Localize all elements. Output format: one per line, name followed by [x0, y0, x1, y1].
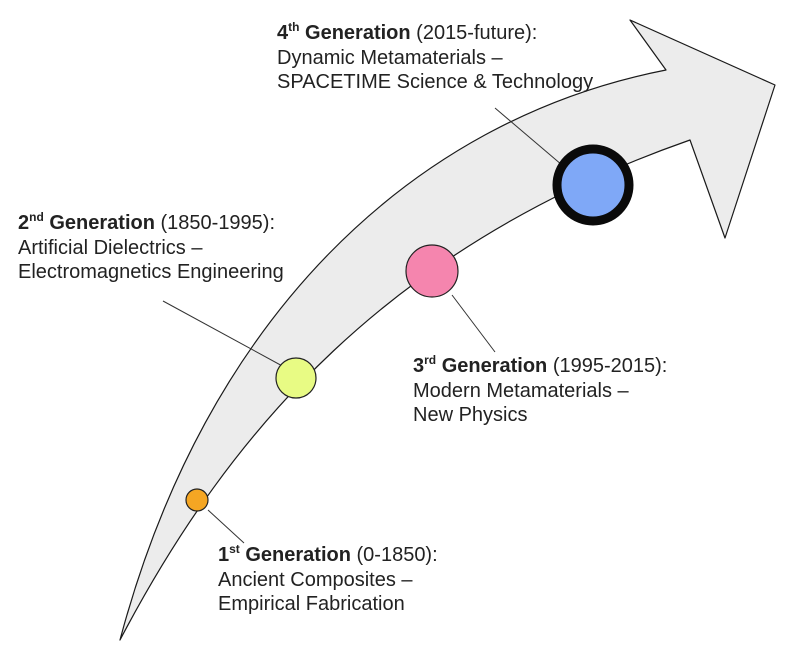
gen3-label: 3rd Generation (1995-2015): Modern Metam… — [413, 353, 668, 426]
gen1-subtitle: Empirical Fabrication — [218, 593, 405, 615]
gen2-title: Artificial Dielectrics – — [18, 236, 203, 259]
gen4-subtitle: SPACETIME Science & Technology — [277, 71, 594, 93]
leader-line-gen4 — [494, 107, 563, 166]
timeline-arrow — [119, 19, 776, 641]
gen2-label: 2nd Generation (1850-1995): Artificial D… — [18, 210, 284, 283]
gen4-marker — [552, 144, 634, 226]
gen3-subtitle: New Physics — [413, 404, 528, 426]
gen1-label: 1st Generation (0-1850): Ancient Composi… — [218, 542, 438, 615]
gen3-title: Modern Metamaterials – — [413, 379, 629, 402]
gen2-subtitle: Electromagnetics Engineering — [18, 261, 284, 283]
gen3-marker — [405, 244, 459, 298]
gen4-label: 4th Generation (2015-future): Dynamic Me… — [277, 20, 594, 93]
gen1-title: Ancient Composites – — [218, 568, 413, 591]
gen4-title: Dynamic Metamaterials – — [277, 46, 503, 69]
leader-line-gen2 — [162, 300, 287, 369]
gen2-marker — [275, 357, 317, 399]
gen1-marker — [185, 488, 209, 512]
leader-line-gen3 — [451, 294, 496, 353]
leader-line-gen1 — [207, 509, 245, 544]
